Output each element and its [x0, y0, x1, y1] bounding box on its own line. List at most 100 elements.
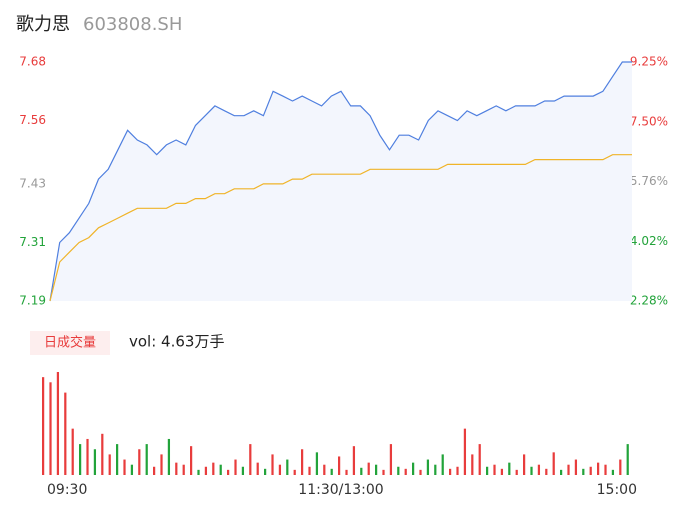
- volume-bar: [338, 456, 341, 475]
- volume-bar: [582, 468, 585, 475]
- volume-bar: [367, 462, 370, 475]
- volume-bar: [456, 466, 459, 475]
- volume-bar: [56, 372, 60, 475]
- volume-bar: [471, 454, 474, 475]
- volume-bar: [293, 469, 296, 475]
- volume-bar: [545, 468, 548, 475]
- volume-bar: [64, 392, 67, 475]
- volume-bar: [397, 466, 400, 475]
- x-tick-label: 11:30/13:00: [298, 482, 383, 498]
- volume-bar: [404, 468, 407, 475]
- volume-bar: [204, 466, 208, 475]
- volume-bar: [138, 449, 141, 475]
- volume-bar: [508, 462, 511, 475]
- volume-bar: [264, 468, 267, 475]
- volume-bar: [389, 444, 393, 475]
- volume-bar: [108, 454, 111, 475]
- average-line: [49, 154, 632, 302]
- volume-bar: [604, 464, 607, 475]
- volume-bar: [426, 459, 430, 475]
- volume-bar: [49, 382, 52, 475]
- volume-bar: [241, 466, 245, 475]
- volume-bar: [567, 464, 570, 475]
- volume-bar: [286, 459, 289, 475]
- volume-bar: [626, 444, 629, 475]
- volume-bar: [167, 438, 171, 475]
- volume-bar: [190, 446, 193, 475]
- volume-bar: [375, 464, 378, 475]
- volume-bar: [227, 469, 230, 475]
- volume-bar: [86, 438, 89, 475]
- y-tick-label: 7.19: [19, 294, 46, 308]
- volume-bar: [315, 452, 319, 475]
- volume-bar: [271, 454, 274, 475]
- volume-bar: [574, 459, 578, 475]
- y2-tick-label: 9.25%: [630, 55, 668, 69]
- volume-bar: [330, 468, 333, 475]
- price-area: [50, 62, 632, 301]
- volume-bar: [515, 469, 518, 475]
- volume-bar: [419, 469, 422, 475]
- volume-bar: [145, 444, 148, 475]
- y-tick-label: 7.68: [19, 55, 46, 69]
- volume-bar: [182, 464, 185, 475]
- y2-tick-label: 4.02%: [630, 234, 668, 248]
- volume-bar: [301, 449, 304, 475]
- volume-bar: [500, 468, 504, 475]
- volume-bar: [589, 466, 592, 475]
- volume-bar: [101, 433, 104, 475]
- volume-button-bg[interactable]: [30, 331, 110, 355]
- volume-bar: [382, 469, 385, 475]
- stock-code: 603808.SH: [83, 14, 182, 35]
- volume-bar: [256, 462, 259, 475]
- volume-bar: [449, 468, 452, 475]
- volume-bar: [42, 377, 45, 475]
- volume-bar: [478, 444, 481, 475]
- volume-bar: [441, 454, 444, 475]
- volume-bar: [360, 467, 363, 475]
- volume-bar: [278, 464, 282, 475]
- price-line: [49, 61, 632, 302]
- volume-button[interactable]: 日成交量: [44, 335, 96, 351]
- volume-bar: [197, 469, 200, 475]
- volume-bar: [523, 454, 526, 475]
- volume-bar: [619, 459, 622, 475]
- volume-bar: [463, 428, 467, 475]
- volume-bar: [308, 466, 311, 475]
- volume-bar: [530, 466, 533, 475]
- volume-bar: [153, 466, 156, 475]
- volume-bar: [493, 464, 496, 475]
- y-tick-label: 7.31: [19, 235, 46, 249]
- volume-bar: [560, 469, 563, 475]
- volume-bar: [537, 464, 541, 475]
- volume-bar: [175, 462, 178, 475]
- volume-bar: [345, 469, 348, 475]
- volume-bar: [323, 464, 326, 475]
- volume-bar: [123, 459, 126, 475]
- y2-tick-label: 5.76%: [630, 174, 668, 188]
- volume-bar: [130, 464, 134, 475]
- volume-bar: [234, 459, 237, 475]
- volume-bar: [486, 466, 489, 475]
- volume-bar: [412, 462, 415, 475]
- volume-bar: [611, 469, 615, 475]
- x-tick-label: 09:30: [47, 482, 87, 498]
- volume-bar: [93, 449, 97, 475]
- volume-bar: [212, 462, 215, 475]
- volume-bar: [219, 464, 222, 475]
- y-tick-label: 7.43: [19, 176, 46, 190]
- y-tick-label: 7.56: [19, 113, 46, 127]
- stock-name: 歌力思: [16, 14, 70, 35]
- volume-bar: [434, 464, 437, 475]
- y2-tick-label: 2.28%: [630, 294, 668, 308]
- volume-label: vol: 4.63万手: [129, 333, 224, 351]
- volume-bar: [249, 444, 252, 475]
- volume-bar: [597, 462, 600, 475]
- y2-tick-label: 7.50%: [630, 115, 668, 129]
- volume-bar: [160, 454, 163, 475]
- volume-bar: [116, 444, 119, 475]
- volume-bar: [352, 446, 356, 475]
- volume-bar: [71, 428, 74, 475]
- volume-bar: [552, 452, 555, 475]
